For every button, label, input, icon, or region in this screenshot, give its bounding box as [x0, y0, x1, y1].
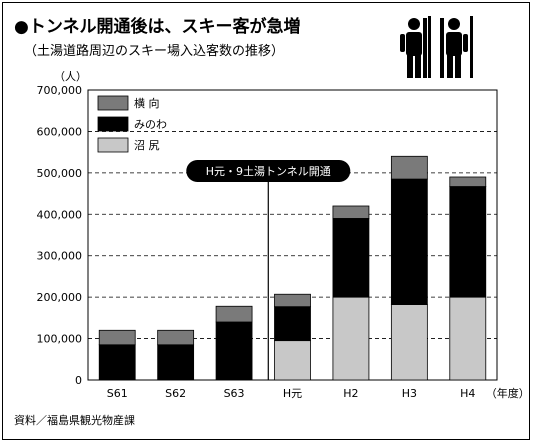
y-tick-label: 700,000 [37, 84, 83, 97]
bar-segment [157, 344, 195, 381]
x-tick-label: S63 [224, 387, 245, 400]
bar-segment [274, 293, 311, 308]
legend-label: 横 向 [134, 96, 160, 110]
legend-swatch [97, 137, 129, 153]
y-axis-unit: （人） [54, 70, 87, 83]
x-tick-label: H2 [343, 387, 358, 400]
x-unit-label: （年度） [486, 386, 530, 400]
y-tick-label: 100,000 [37, 333, 83, 346]
bar-segment [215, 305, 253, 323]
x-tick-label: H元 [283, 387, 302, 400]
legend-swatch [97, 116, 129, 132]
annotation-callout [186, 160, 351, 182]
y-tick-label: 500,000 [37, 167, 83, 180]
source-note: 資料／福島県観光物産課 [14, 414, 135, 427]
bar-segment [98, 329, 136, 346]
bar-segment [449, 296, 487, 381]
bar-segment [449, 176, 487, 187]
skier-pictogram-icon [400, 16, 473, 78]
legend-label: みのわ [134, 118, 167, 131]
y-tick-label: 600,000 [37, 125, 83, 138]
x-tick-label: H4 [460, 387, 475, 400]
x-tick-label: S62 [165, 387, 186, 400]
chart-title: ●トンネル開通後は、スキー客が急増 [14, 17, 301, 37]
bar-segment [390, 155, 428, 180]
y-tick-label: 300,000 [37, 250, 83, 263]
bar-segment [274, 306, 311, 342]
y-tick-label: 0 [75, 374, 82, 387]
chart-subtitle: （土湯道路周辺のスキー場入込客数の推移） [24, 44, 285, 59]
bar-segment [157, 329, 195, 346]
bar-segment [332, 296, 370, 381]
bar-segment [274, 340, 311, 381]
annotation-label: H元・9土湯トンネル開通 [206, 165, 331, 178]
y-tick-label: 200,000 [37, 291, 83, 304]
legend-swatch [97, 95, 129, 111]
bar-segment [332, 218, 370, 298]
x-tick-label: S61 [107, 387, 128, 400]
bar-segment [449, 186, 487, 298]
x-tick-label: H3 [402, 387, 417, 400]
bar-segment [390, 178, 428, 305]
bar-segment [215, 321, 253, 381]
bar-segment [98, 344, 136, 381]
y-tick-label: 400,000 [37, 208, 83, 221]
legend-label: 沼 尻 [134, 138, 160, 152]
chart-frame [2, 2, 530, 440]
bar-segment [390, 304, 428, 381]
bar-segment [332, 205, 370, 219]
